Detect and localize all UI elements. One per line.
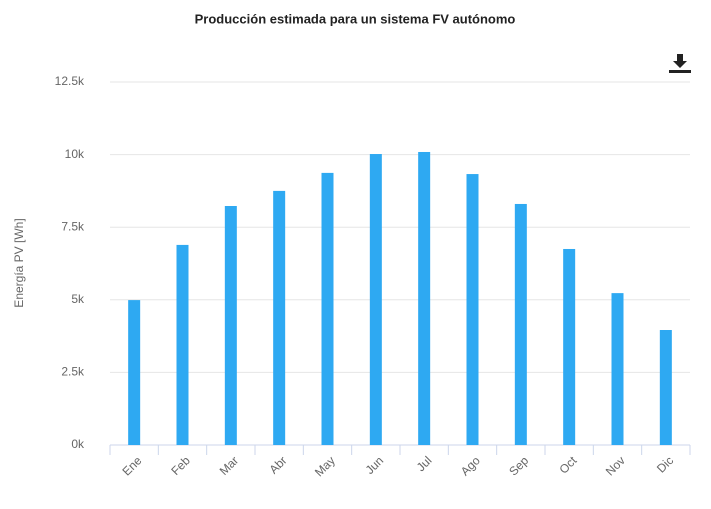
download-arrow: [673, 54, 687, 68]
y-tick-label: 0k: [71, 437, 85, 451]
x-tick-label: Nov: [603, 453, 628, 478]
bar: [611, 293, 624, 445]
y-tick-label: 10k: [65, 147, 85, 161]
bar: [659, 330, 672, 445]
bar: [466, 174, 479, 445]
x-tick-label: Mar: [217, 453, 242, 478]
x-tick-label: Ene: [120, 453, 145, 478]
download-bar: [669, 70, 691, 73]
x-tick-label: Feb: [168, 453, 193, 478]
bar: [418, 151, 431, 446]
y-tick-label: 2.5k: [61, 365, 85, 379]
y-tick-label: 12.5k: [55, 74, 85, 88]
y-tick-label: 7.5k: [61, 219, 85, 233]
bar: [224, 206, 237, 445]
x-tick-label: Ago: [458, 453, 483, 478]
bar: [563, 248, 576, 445]
chart-title: Producción estimada para un sistema FV a…: [195, 11, 516, 26]
y-tick-label: 5k: [71, 292, 85, 306]
x-tick-label: Oct: [556, 453, 580, 477]
bar: [128, 300, 141, 445]
bar: [176, 244, 189, 445]
x-tick-label: May: [312, 453, 338, 479]
bar: [369, 154, 382, 445]
x-tick-label: Dic: [654, 453, 676, 475]
bar: [273, 190, 286, 445]
bar: [514, 203, 527, 445]
x-tick-label: Sep: [506, 453, 531, 478]
x-tick-label: Jul: [414, 453, 435, 474]
x-tick-label: Abr: [266, 453, 289, 476]
y-axis-label: Energía PV [Wh]: [12, 218, 26, 307]
bar: [321, 172, 334, 445]
x-tick-label: Jun: [363, 453, 387, 477]
download-button[interactable]: [668, 50, 692, 74]
